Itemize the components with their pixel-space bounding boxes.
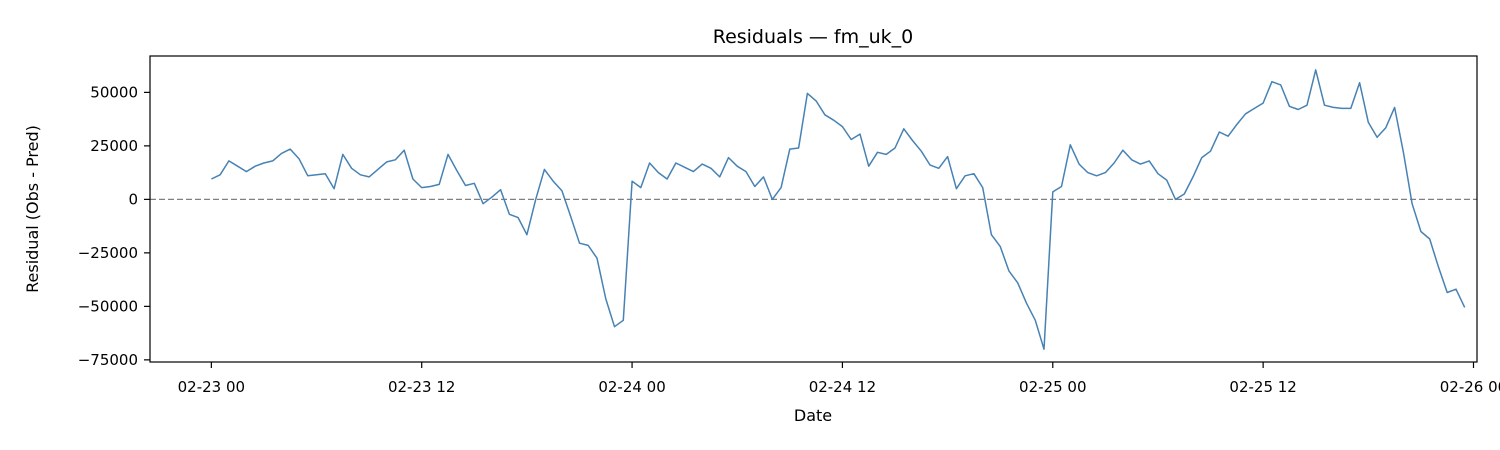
y-tick-label: 0: [128, 190, 138, 208]
x-tick-label: 02-23 12: [388, 378, 455, 396]
y-axis-label: Residual (Obs - Pred): [23, 125, 42, 293]
x-axis-label: Date: [794, 406, 832, 425]
y-tick-label: −50000: [78, 297, 138, 315]
x-tick-label: 02-25 00: [1019, 378, 1086, 396]
y-tick-label: −75000: [78, 351, 138, 369]
x-tick-label: 02-24 12: [809, 378, 876, 396]
residual-series-line: [211, 69, 1466, 350]
y-axis-ticks: 50000 25000 0 −25000 −50000 −75000: [78, 83, 150, 369]
x-tick-label: 02-25 12: [1229, 378, 1296, 396]
x-axis-ticks: 02-23 00 02-23 12 02-24 00 02-24 12 02-25 00…: [178, 362, 1500, 396]
y-tick-label: −25000: [78, 244, 138, 262]
x-tick-label: 02-24 00: [598, 378, 665, 396]
y-tick-label: 50000: [90, 83, 138, 101]
x-tick-label: 02-26 00: [1440, 378, 1500, 396]
y-tick-label: 25000: [90, 137, 138, 155]
plot-area-frame: [149, 55, 1478, 363]
chart-title: Residuals — fm_uk_0: [713, 26, 914, 48]
x-tick-label: 02-23 00: [178, 378, 245, 396]
